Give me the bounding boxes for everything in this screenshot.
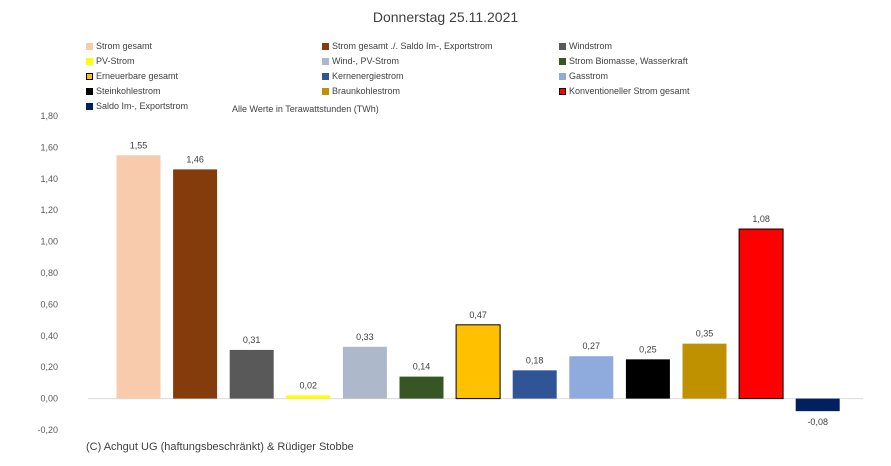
data-label: 0,25 <box>639 344 657 354</box>
legend-item: Saldo Im-, Exportstrom <box>86 101 188 111</box>
legend-item: Konventioneller Strom gesamt <box>559 86 690 96</box>
data-label: 0,02 <box>300 380 318 390</box>
legend-swatch <box>322 87 329 95</box>
bar <box>229 349 274 399</box>
legend-label: Saldo Im-, Exportstrom <box>96 101 189 111</box>
bar <box>512 370 557 399</box>
legend-label: Strom gesamt ./. Saldo Im-, Exportstrom <box>332 41 493 51</box>
bar <box>455 324 501 400</box>
bar <box>682 343 727 399</box>
legend-item: Steinkohlestrom <box>86 86 161 96</box>
legend-label: Strom Biomasse, Wasserkraft <box>569 56 688 66</box>
legend-swatch <box>559 42 566 50</box>
bar <box>399 376 444 399</box>
legend-label: PV-Strom <box>96 56 135 66</box>
legend-item: PV-Strom <box>86 56 135 66</box>
legend-label: Gasstrom <box>569 71 609 81</box>
legend-label: Konventioneller Strom gesamt <box>569 86 690 96</box>
data-label: 0,33 <box>356 332 374 342</box>
legend-label: Erneuerbare gesamt <box>96 71 179 81</box>
y-tick-label: 0,40 <box>40 331 58 341</box>
data-label: 0,14 <box>413 362 431 372</box>
legend-label: Windstrom <box>569 41 613 51</box>
legend-label: Kernenergiestrom <box>332 71 404 81</box>
chart-subtitle: Alle Werte in Terawattstunden (TWh) <box>232 104 379 114</box>
copyright-footer: (C) Achgut UG (haftungsbeschränkt) & Rüd… <box>86 441 354 453</box>
data-label: 0,18 <box>526 355 544 365</box>
bar <box>173 169 218 399</box>
y-tick-label: 0,20 <box>40 362 58 372</box>
legend-label: Wind-, PV-Strom <box>332 56 400 66</box>
legend-swatch <box>322 42 329 50</box>
legend-swatch <box>86 42 93 50</box>
legend-swatch <box>559 57 566 65</box>
legend-item: Strom gesamt ./. Saldo Im-, Exportstrom <box>322 41 493 51</box>
y-tick-label: -0,20 <box>37 425 58 435</box>
bar <box>795 398 840 412</box>
bar <box>569 356 614 399</box>
legend-swatch <box>322 57 329 65</box>
legend-swatch <box>559 87 566 95</box>
legend-item: Gasstrom <box>559 71 608 81</box>
data-label: 0,47 <box>469 310 487 320</box>
y-tick-label: 0,80 <box>40 268 58 278</box>
y-tick-label: 1,60 <box>40 142 58 152</box>
legend-item: Erneuerbare gesamt <box>86 71 178 81</box>
y-tick-label: 1,40 <box>40 174 58 184</box>
legend-swatch <box>86 72 93 80</box>
legend-item: Strom Biomasse, Wasserkraft <box>559 56 688 66</box>
bar <box>286 395 331 399</box>
legend-swatch <box>86 57 93 65</box>
data-label: -0,08 <box>807 417 828 427</box>
data-label: 1,55 <box>130 140 148 150</box>
bar <box>625 359 670 399</box>
legend-label: Strom gesamt <box>96 41 153 51</box>
data-label: 0,31 <box>243 335 261 345</box>
legend-item: Strom gesamt <box>86 41 152 51</box>
y-tick-label: 0,00 <box>40 394 58 404</box>
legend-swatch <box>559 72 566 80</box>
legend-item: Kernenergiestrom <box>322 71 404 81</box>
data-label: 1,08 <box>752 214 770 224</box>
y-tick-label: 0,60 <box>40 299 58 309</box>
legend-label: Steinkohlestrom <box>96 86 161 96</box>
data-label: 0,27 <box>583 341 601 351</box>
y-tick-label: 1,20 <box>40 205 58 215</box>
legend-item: Windstrom <box>559 41 612 51</box>
legend-item: Wind-, PV-Strom <box>322 56 399 66</box>
legend-swatch <box>86 87 93 95</box>
bar <box>116 155 161 399</box>
legend-swatch <box>86 102 93 110</box>
data-label: 0,35 <box>696 329 714 339</box>
legend-item: Braunkohlestrom <box>322 86 400 96</box>
y-tick-label: 1,80 <box>40 111 58 121</box>
legend-label: Braunkohlestrom <box>332 86 401 96</box>
bar <box>738 228 784 400</box>
chart-title: Donnerstag 25.11.2021 <box>372 9 519 25</box>
data-label: 1,46 <box>186 154 204 164</box>
bar <box>342 346 387 399</box>
y-tick-label: 1,00 <box>40 237 58 247</box>
legend-swatch <box>322 72 329 80</box>
